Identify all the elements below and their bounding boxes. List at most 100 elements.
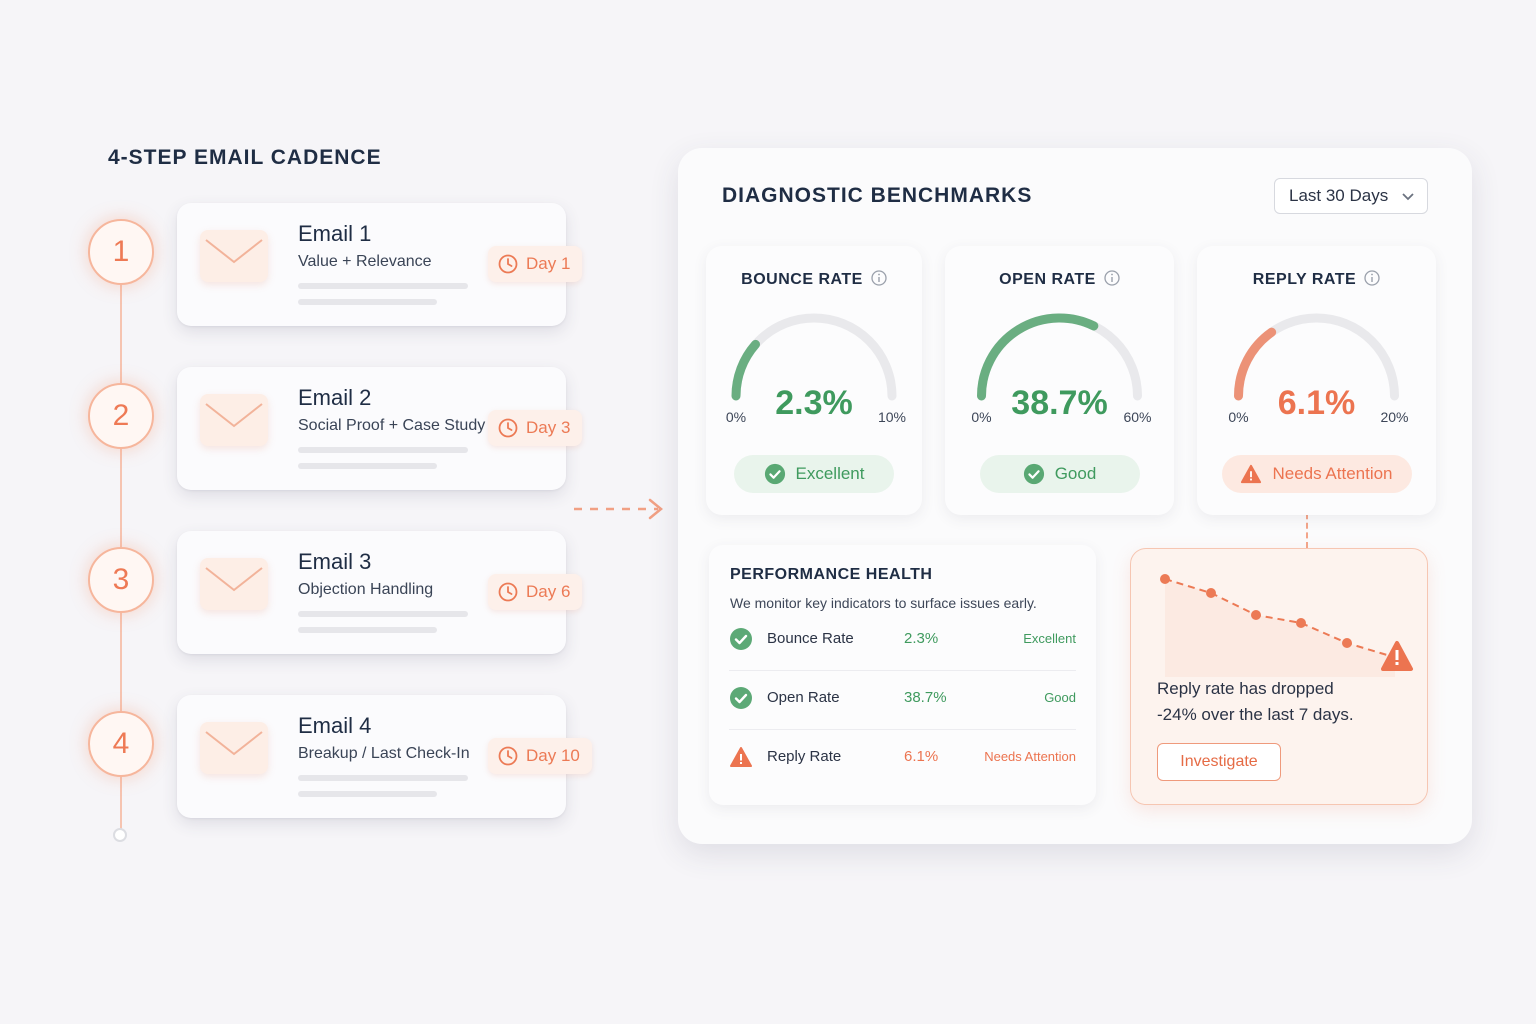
email-title: Email 3 [298, 549, 372, 574]
gauge-label-text: BOUNCE RATE [741, 271, 863, 288]
placeholder-bar [298, 775, 468, 781]
icon-mark [1250, 471, 1253, 478]
row-icon [730, 687, 752, 709]
gauge-value: 2.3% [775, 384, 853, 422]
gauge-label-text: OPEN RATE [999, 271, 1096, 288]
envelope-flap [205, 403, 263, 428]
gauge-min: 0% [971, 409, 991, 425]
icon-check [768, 470, 781, 479]
day-label: Day 6 [526, 582, 571, 601]
gauge-value-arc [731, 339, 760, 401]
health-subtitle: We monitor key indicators to surface iss… [730, 595, 1037, 611]
icon-check [1028, 470, 1040, 479]
gauge-max: 20% [1380, 409, 1408, 425]
row-metric: Open Rate [767, 689, 840, 706]
email-title: Email 4 [298, 713, 372, 738]
gauge-card: OPEN RATE 0% 60% 38.7% Good [945, 246, 1174, 515]
info-ring [1364, 270, 1380, 286]
status-label: Excellent [795, 464, 865, 483]
alert-card: Reply rate has dropped -24% over the las… [1130, 548, 1428, 805]
day-pill: Day 10 [488, 738, 592, 774]
email-card: Email 3 Objection Handling [177, 531, 566, 654]
placeholder-bar [298, 627, 437, 633]
step-number: 2 [88, 383, 154, 449]
day-pill: Day 3 [488, 410, 583, 446]
clock-hands [507, 258, 513, 267]
email-subtitle: Breakup / Last Check-In [298, 745, 470, 762]
day-label: Day 10 [526, 746, 580, 765]
status-icon [764, 463, 785, 485]
envelope-flap [205, 731, 263, 756]
row-divider [729, 729, 1076, 730]
gauge-label: OPEN RATE [945, 270, 1174, 289]
icon-dot [740, 762, 742, 764]
gauge-card: REPLY RATE 0% 20% 6.1% Needs Attention [1197, 246, 1436, 515]
step-number-text: 2 [112, 399, 130, 432]
day-label: Day 3 [526, 418, 571, 437]
icon-bg [1023, 463, 1044, 485]
gauge: 0% 10% 2.3% [726, 313, 906, 425]
envelope-icon [200, 230, 268, 282]
icon-bg [730, 628, 752, 650]
clock-icon [498, 254, 518, 274]
gauge: 0% 60% 38.7% [971, 313, 1152, 425]
step-number-text: 1 [112, 235, 130, 268]
placeholder-bar [298, 447, 468, 453]
chevron [1402, 193, 1414, 201]
clock-icon [498, 746, 518, 766]
gauge-value: 6.1% [1278, 384, 1356, 422]
alert-line: -24% over the last 7 days. [1157, 705, 1354, 724]
gauge: 0% 20% 6.1% [1228, 313, 1409, 425]
info-icon [1364, 270, 1380, 286]
row-metric: Reply Rate [767, 748, 842, 765]
email-card: Email 2 Social Proof + Case Study [177, 367, 566, 490]
envelope-flap [205, 239, 263, 264]
status-label: Needs Attention [1272, 464, 1393, 483]
clock-face [498, 418, 518, 438]
trend-sparkline [1160, 574, 1413, 677]
day-pill: Day 6 [488, 574, 583, 610]
status-pill: Excellent [734, 455, 894, 493]
row-metric: Bounce Rate [767, 630, 854, 647]
placeholder-bar [298, 791, 437, 797]
period-label: Last 30 Days [1289, 186, 1389, 205]
period-dropdown[interactable]: Last 30 Days [1274, 178, 1428, 214]
row-divider [729, 670, 1076, 671]
row-icon [730, 628, 752, 650]
email-card: Email 1 Value + Relevance [177, 203, 566, 326]
gauge-label: REPLY RATE [1197, 270, 1436, 289]
status-label: Good [1054, 464, 1097, 483]
clock-icon [498, 582, 518, 602]
health-card: PERFORMANCE HEALTH We monitor key indica… [709, 545, 1096, 805]
row-status: Needs Attention [984, 749, 1076, 764]
email-subtitle: Value + Relevance [298, 253, 432, 270]
row-value: 6.1% [904, 748, 939, 765]
alert-text: Reply rate has dropped -24% over the las… [1157, 676, 1354, 728]
envelope-line [205, 731, 263, 756]
icon-check [734, 634, 748, 645]
envelope-line [205, 567, 263, 592]
envelope-flap [205, 567, 263, 592]
health-title: PERFORMANCE HEALTH [730, 566, 933, 583]
info-icon [1104, 270, 1120, 286]
email-card: Email 4 Breakup / Last Check-In [177, 695, 566, 818]
panel-title: DIAGNOSTIC BENCHMARKS [722, 184, 1033, 207]
gauge-card: BOUNCE RATE 0% 10% 2.3% Excellent [706, 246, 922, 515]
email-subtitle: Social Proof + Case Study [298, 417, 486, 434]
cadence-title: 4-STEP EMAIL CADENCE [108, 146, 382, 169]
step-number-text: 4 [112, 727, 130, 760]
info-dot [877, 273, 880, 276]
envelope-icon [200, 558, 268, 610]
gauge-label-text: REPLY RATE [1252, 271, 1357, 288]
status-icon [1241, 464, 1262, 484]
envelope-line [205, 403, 263, 428]
clock-icon [498, 418, 518, 438]
info-ring [1104, 270, 1120, 286]
gauge-value: 38.7% [1011, 384, 1107, 422]
clock-hands [507, 586, 513, 595]
gauge-max: 10% [878, 409, 906, 425]
timeline-end [113, 828, 127, 842]
investigate-button[interactable]: Investigate [1157, 743, 1281, 781]
step-number: 3 [88, 547, 154, 613]
